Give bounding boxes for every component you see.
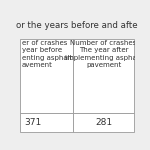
Text: er of crashes
year before
enting asphalt
avement: er of crashes year before enting asphalt… [22, 40, 72, 68]
Bar [73, 113, 134, 132]
Text: 281: 281 [95, 118, 112, 127]
Text: Number of crashes
The year after
implementing asphalt
pavement: Number of crashes The year after impleme… [65, 40, 142, 68]
Bar [73, 39, 134, 113]
Text: or the years before and afte: or the years before and afte [16, 21, 138, 30]
Bar [20, 39, 73, 113]
Text: 371: 371 [25, 118, 42, 127]
Bar [20, 113, 73, 132]
